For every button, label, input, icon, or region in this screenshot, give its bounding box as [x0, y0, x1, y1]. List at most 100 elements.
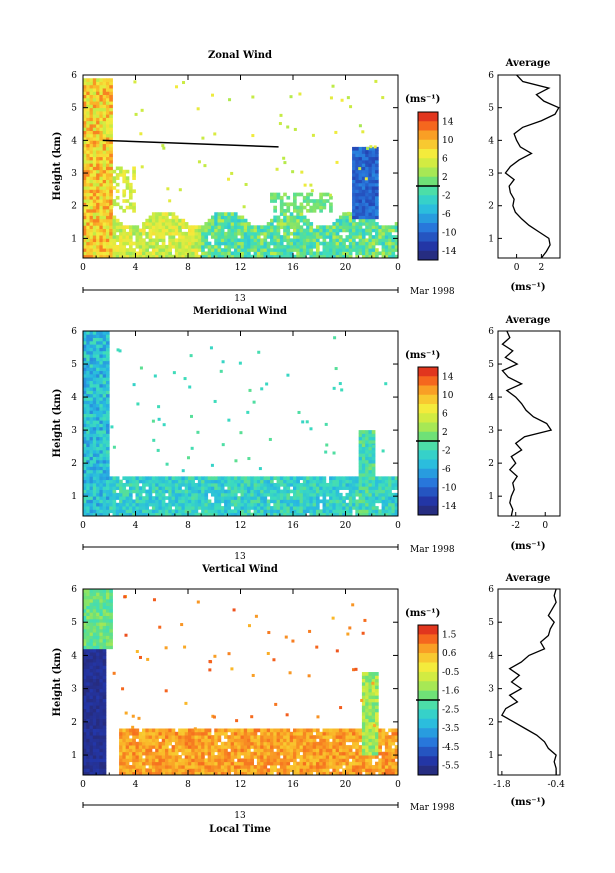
- heatmap-cell: [358, 489, 363, 494]
- heatmap-cell: [151, 215, 156, 220]
- heatmap-cell: [191, 231, 195, 236]
- heatmap-cell: [96, 350, 100, 355]
- heatmap-cell: [355, 166, 360, 171]
- heatmap-cell: [83, 638, 87, 643]
- heatmap-cell: [270, 512, 274, 516]
- heatmap-cell: [83, 423, 87, 428]
- heatmap-cell: [102, 512, 107, 516]
- heatmap-cell: [96, 449, 100, 454]
- heatmap-cell: [181, 235, 186, 239]
- heatmap-cell: [348, 212, 353, 216]
- heatmap-cell: [92, 413, 97, 418]
- heatmap-cell: [89, 672, 94, 676]
- heatmap-cell: [250, 512, 255, 516]
- heatmap-cell: [92, 662, 97, 666]
- heatmap-cell: [99, 186, 104, 190]
- heatmap-cell: [243, 244, 248, 249]
- heatmap-cell: [361, 228, 366, 233]
- heatmap-cell: [329, 482, 333, 487]
- heatmap-cell: [375, 509, 379, 514]
- heatmap-cell: [86, 202, 90, 207]
- heatmap-cell: [329, 499, 333, 504]
- heatmap-cell: [247, 238, 251, 243]
- heatmap-cell: [329, 254, 333, 258]
- heatmap-cell: [99, 406, 104, 411]
- heatmap-cell: [240, 251, 245, 256]
- heatmap-cell: [306, 248, 310, 252]
- heatmap-cell: [86, 166, 90, 171]
- heatmap-cell: [96, 433, 100, 438]
- heatmap-cell: [329, 238, 333, 243]
- heatmap-cell: [325, 771, 330, 775]
- heatmap-cell: [325, 745, 330, 749]
- heatmap-cell: [89, 705, 94, 709]
- heatmap-cell: [335, 244, 340, 249]
- heatmap-cell: [243, 738, 248, 743]
- heatmap-cell: [122, 751, 127, 756]
- heatmap-cell: [227, 486, 232, 490]
- heatmap-cell: [89, 486, 94, 490]
- heatmap-cell: [99, 380, 104, 385]
- heatmap-cell: [270, 254, 274, 258]
- heatmap-cell: [188, 492, 192, 497]
- heatmap-cell: [96, 133, 100, 138]
- heatmap-cell: [86, 360, 90, 365]
- heatmap-cell: [279, 492, 284, 497]
- heatmap-cell: [145, 479, 150, 484]
- heatmap-cell: [358, 159, 363, 164]
- heatmap-cell: [309, 205, 314, 210]
- heatmap-cell: [86, 199, 90, 203]
- colorbar-tick-label: -2: [442, 191, 451, 201]
- heatmap-cell: [322, 741, 327, 746]
- heatmap-cell: [128, 235, 133, 239]
- heatmap-cell: [207, 765, 212, 769]
- heatmap-cell: [312, 741, 317, 746]
- colorbar-tick-label: 2: [442, 428, 448, 438]
- heatmap-cell: [99, 725, 104, 729]
- heatmap-cell: [89, 360, 94, 365]
- heatmap-speckle: [338, 382, 342, 386]
- heatmap-cell: [155, 748, 159, 753]
- heatmap-cell: [168, 238, 172, 243]
- heatmap-cell: [352, 159, 356, 164]
- heatmap-cell: [86, 153, 90, 158]
- heatmap-cell: [368, 463, 373, 467]
- heatmap-cell: [227, 241, 232, 246]
- heatmap-cell: [125, 499, 130, 504]
- heatmap-cell: [83, 400, 87, 405]
- heatmap-cell: [83, 509, 87, 514]
- heatmap-cell: [161, 492, 166, 497]
- heatmap-cell: [306, 738, 310, 743]
- heatmap-cell: [184, 509, 189, 514]
- heatmap-cell: [263, 244, 268, 249]
- heatmap-cell: [184, 741, 189, 746]
- heatmap-cell: [135, 745, 140, 749]
- heatmap-cell: [250, 499, 255, 504]
- heatmap-cell: [207, 479, 212, 484]
- heatmap-cell: [168, 496, 172, 500]
- heatmap-cell: [302, 731, 307, 736]
- heatmap-cell: [184, 765, 189, 769]
- heatmap-cell: [83, 665, 87, 670]
- heatmap-cell: [243, 499, 248, 504]
- heatmap-cell: [302, 489, 307, 494]
- heatmap-cell: [358, 150, 363, 154]
- heatmap-cell: [102, 698, 107, 703]
- heatmap-cell: [86, 735, 90, 739]
- heatmap-cell: [352, 231, 356, 236]
- heatmap-cell: [338, 251, 343, 256]
- heatmap-cell: [247, 251, 251, 256]
- heatmap-cell: [348, 492, 353, 497]
- heatmap-cell: [302, 506, 307, 510]
- heatmap-cell: [394, 254, 398, 258]
- heatmap-cell: [86, 701, 90, 706]
- heatmap-cell: [365, 225, 369, 229]
- heatmap-cell: [83, 179, 87, 184]
- heatmap-cell: [266, 738, 271, 743]
- heatmap-cell: [83, 648, 87, 653]
- heatmap-cell: [358, 443, 363, 448]
- heatmap-cell: [119, 492, 123, 497]
- heatmap-cell: [358, 202, 363, 207]
- heatmap-cell: [102, 364, 107, 368]
- heatmap-cell: [296, 745, 300, 749]
